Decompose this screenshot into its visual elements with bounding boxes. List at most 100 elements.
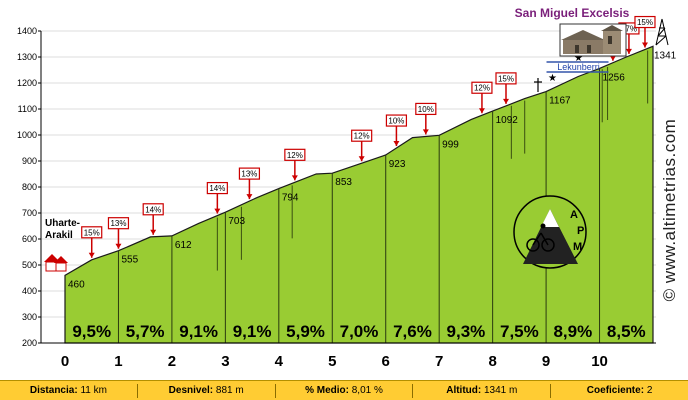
elevation-label: 1167 <box>549 96 571 107</box>
flag-box <box>415 102 437 116</box>
flag-label: 10% <box>418 105 434 114</box>
x-tick-label: 9 <box>542 353 550 370</box>
flag-box <box>81 226 103 239</box>
y-tick-label: 1100 <box>18 104 37 114</box>
flag-label: 13% <box>110 219 126 228</box>
x-tick-label: 8 <box>488 353 496 370</box>
flag-label: 12% <box>287 151 303 160</box>
flag-arrow <box>358 156 365 162</box>
flag-box <box>385 114 408 127</box>
avg-stat: % Medio: 8,01 % <box>276 385 413 396</box>
elevation-value: 881 m <box>215 385 244 396</box>
segment-gradient-label: 9,1% <box>233 322 272 341</box>
place-label-lekunberri: Lekunberri <box>557 62 600 72</box>
y-tick-label: 200 <box>22 338 37 348</box>
flag-label: 12% <box>354 132 370 141</box>
flag-label: 13% <box>241 170 257 179</box>
flag-arrow <box>88 252 95 258</box>
logo-letter-p: P <box>577 225 584 237</box>
flag-box <box>495 72 517 85</box>
y-tick-label: 1400 <box>17 26 37 36</box>
y-tick-label: 1000 <box>17 130 37 140</box>
footer-divider <box>412 383 414 398</box>
coef-value: 2 <box>646 385 653 396</box>
y-tick-label: 800 <box>22 182 37 192</box>
x-tick-label: 1 <box>114 353 122 370</box>
flag-label: 17% <box>621 24 637 33</box>
house-icon <box>55 262 67 272</box>
x-tick-label: 4 <box>275 353 284 370</box>
flag-box <box>634 15 656 29</box>
segment-gradient-label: 7,0% <box>340 322 379 341</box>
flag-box <box>471 81 493 94</box>
avg-value: 8,01 % <box>351 385 383 396</box>
y-tick-label: 1300 <box>17 52 37 62</box>
apm-logo: A P M <box>513 195 587 269</box>
x-tick-label: 3 <box>221 353 229 370</box>
elevation-label: 853 <box>335 177 352 188</box>
house-icon <box>54 256 68 263</box>
x-tick-label: 5 <box>328 353 336 370</box>
star-icon: ★ <box>574 53 583 64</box>
x-tick-label: 6 <box>382 353 390 370</box>
flag-box <box>107 217 130 230</box>
segment-gradient-label: 7,5% <box>500 322 539 341</box>
watermark: © www.altimetrias.com <box>660 119 679 302</box>
footer-divider <box>274 383 276 398</box>
flag-box <box>206 181 228 195</box>
elevation-label: 1256 <box>603 72 626 83</box>
flag-arrow <box>115 243 122 249</box>
flag-label: 15% <box>498 74 514 83</box>
flag-box <box>142 203 164 216</box>
flag-label: 15% <box>637 18 653 27</box>
star-icon: ★ <box>548 73 557 84</box>
altitude-label: Altitud: <box>446 385 482 396</box>
logo-letter-a: A <box>570 209 578 221</box>
elevation-label: 460 <box>68 279 85 290</box>
flag-arrow <box>478 108 485 114</box>
flag-label: 14% <box>209 184 225 193</box>
antenna-icon <box>655 18 669 46</box>
elevation-stat: Desnivel: 881 m <box>138 385 275 396</box>
footer-divider <box>550 383 552 398</box>
house-icon <box>44 254 60 262</box>
flag-box <box>238 167 261 180</box>
flag-arrow <box>422 129 429 135</box>
y-tick-label: 900 <box>22 156 37 166</box>
avg-label: % Medio: <box>305 385 349 396</box>
flag-label: 15% <box>84 228 100 237</box>
elevation-label: 1092 <box>496 115 519 126</box>
segment-gradient-label: 9,5% <box>72 322 111 341</box>
flag-arrow <box>246 194 253 200</box>
distance-label: Distancia: <box>29 385 78 396</box>
flag-label: 10% <box>388 117 404 126</box>
flag-arrow <box>609 55 616 61</box>
place-label-uharte: Arakil <box>45 230 73 241</box>
elevation-label: 794 <box>282 193 299 204</box>
segment-gradient-label: 5,9% <box>286 322 325 341</box>
y-tick-label: 400 <box>22 286 37 296</box>
y-tick-label: 500 <box>22 260 37 270</box>
stats-footer: Distancia: 11 km Desnivel: 881 m % Medio… <box>0 380 688 400</box>
flag-arrow <box>625 48 632 54</box>
segment-gradient-label: 9,3% <box>447 322 486 341</box>
segment-gradient-label: 8,5% <box>607 322 646 341</box>
coef-label: Coeficiente: <box>586 385 645 396</box>
cross-icon <box>534 78 542 92</box>
flag-arrow <box>291 175 298 181</box>
profile-area <box>64 45 654 344</box>
segment-gradient-label: 7,6% <box>393 322 432 341</box>
logo-letter-m: M <box>573 241 582 253</box>
elevation-label: 555 <box>121 255 138 266</box>
segment-gradient-label: 9,1% <box>179 322 218 341</box>
elevation-label: 923 <box>389 159 406 170</box>
chart-svg: 9,5% 5,7% 9,1% 9,1% 5,9% 7,0% 7,6% 9,3% 7,5% 8,9%… <box>16 6 679 370</box>
flag-arrow <box>214 208 221 214</box>
x-tick-label: 0 <box>61 353 69 370</box>
flag-arrow <box>393 141 400 147</box>
y-tick-label: 1200 <box>17 78 37 88</box>
elevation-label: 1341 <box>654 50 677 61</box>
flag-arrow <box>641 42 648 48</box>
segment-gradient-label: 8,9% <box>553 322 592 341</box>
